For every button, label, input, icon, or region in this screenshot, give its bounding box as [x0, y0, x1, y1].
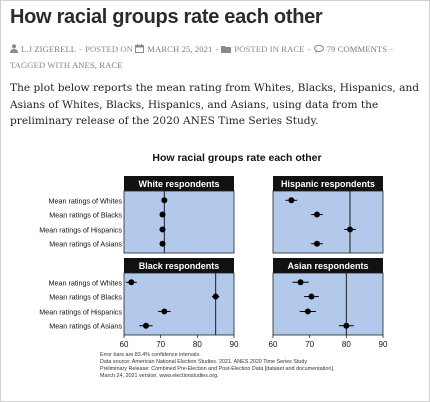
row-label: Mean ratings of Whites [48, 196, 122, 205]
panel-plot-area [123, 190, 235, 254]
row-label: Mean ratings of Whites [48, 278, 122, 287]
row-label: Mean ratings of Asians [49, 240, 122, 249]
posted-in-label: POSTED IN [234, 44, 280, 54]
comments-link[interactable]: 79 COMMENTS [326, 44, 388, 54]
data-point [308, 293, 315, 300]
data-point [314, 240, 320, 247]
post-tags: TAGGED WITH ANES, RACE [10, 60, 123, 70]
data-point [161, 308, 168, 315]
data-point [347, 226, 353, 233]
chart-title: How racial groups rate each other [152, 152, 321, 164]
data-point [314, 211, 320, 218]
x-tick-label: 90 [230, 340, 239, 349]
author-link[interactable]: L.J ZIGERELL [21, 44, 77, 54]
panel-header [124, 258, 234, 273]
data-point [304, 308, 311, 315]
date-link[interactable]: MARCH 25, 2021 [147, 44, 213, 54]
panel-plot-area [272, 272, 384, 336]
tags-links[interactable]: ANES, RACE [71, 60, 123, 70]
comment-icon [313, 44, 324, 55]
panel-title: Black respondents [139, 261, 220, 271]
data-point [159, 211, 166, 218]
row-label: Mean ratings of Hispanics [39, 307, 122, 316]
data-point [288, 197, 295, 204]
panel-title: Hispanic respondents [281, 179, 375, 189]
panel-header [124, 176, 234, 191]
calendar-icon [135, 44, 145, 55]
panel-plot-area [272, 190, 384, 254]
panel-title: White respondents [138, 179, 219, 189]
data-point [128, 279, 135, 286]
post-intro: The plot below reports the mean rating f… [10, 82, 420, 127]
data-point [343, 322, 350, 329]
data-point [297, 279, 304, 286]
chart-note: Preliminary Release: Combined Pre-Electi… [100, 366, 334, 372]
row-label: Mean ratings of Asians [49, 322, 122, 331]
post-title[interactable]: How racial groups rate each other [10, 6, 323, 28]
folder-icon [221, 45, 232, 55]
data-point [159, 240, 166, 247]
x-tick-label: 70 [305, 340, 314, 349]
x-tick-label: 80 [193, 340, 202, 349]
x-tick-label: 60 [269, 340, 278, 349]
chart-note: Error bars are 83.4% confidence interval… [100, 352, 201, 358]
tagged-label: TAGGED WITH [10, 60, 71, 70]
panel-header [273, 176, 383, 191]
data-point [212, 293, 219, 300]
category-link[interactable]: RACE [281, 44, 305, 54]
panel-title: Asian respondents [287, 261, 368, 271]
chart-note: March 24, 2021 version. www.electionstud… [100, 373, 219, 379]
x-tick-label: 90 [379, 340, 388, 349]
user-icon [10, 44, 18, 55]
x-tick-label: 60 [120, 340, 129, 349]
row-label: Mean ratings of Blacks [49, 293, 122, 302]
posted-on-label: POSTED ON [85, 44, 134, 54]
data-point [161, 197, 168, 204]
row-label: Mean ratings of Hispanics [39, 225, 122, 234]
data-point [159, 226, 166, 233]
rating-chart: How racial groups rate each other White r… [39, 152, 388, 379]
panel-header [273, 258, 383, 273]
x-tick-label: 70 [156, 340, 165, 349]
post-meta: L.J ZIGERELL - POSTED ON MARCH 25, 2021- PO… [10, 44, 396, 55]
chart-note: Data source: American National Election … [100, 359, 307, 365]
row-label: Mean ratings of Blacks [49, 211, 122, 220]
data-point [143, 322, 149, 329]
x-tick-label: 80 [342, 340, 351, 349]
